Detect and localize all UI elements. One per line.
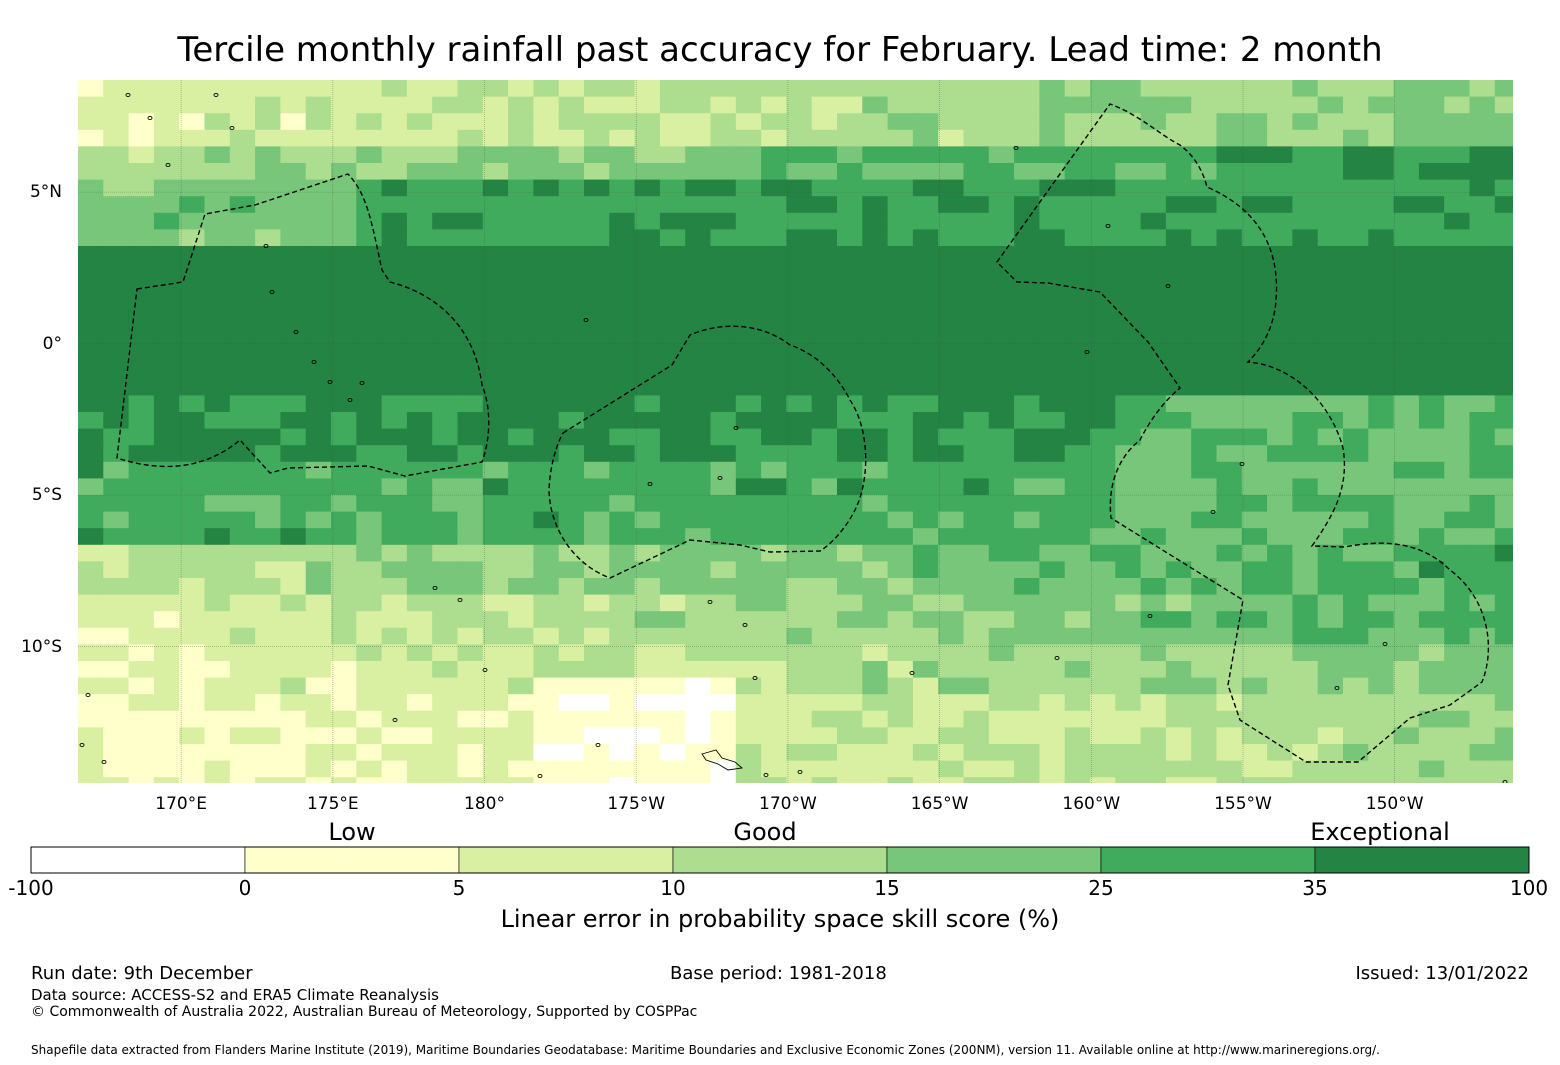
colorbar-label: Linear error in probability space skill … [500, 905, 1060, 933]
skill-score-grid [78, 80, 1513, 783]
island [752, 675, 758, 681]
shapefile-credit: Shapefile data extracted from Flanders M… [31, 1043, 1380, 1057]
island [707, 599, 713, 605]
colorbar-outline [30, 846, 1530, 874]
island [1013, 145, 1019, 151]
colorbar-tick-label: 10 [660, 876, 686, 900]
island [1239, 461, 1245, 467]
island-coastlines [79, 92, 1508, 783]
colorbar-bin [244, 846, 460, 874]
eez-boundary-west [116, 173, 490, 477]
island [359, 380, 365, 386]
colorbar-bin [886, 846, 1102, 874]
base-period: Base period: 1981-2018 [670, 963, 887, 984]
island [763, 772, 769, 778]
colorbar-bin [1100, 846, 1316, 874]
colorbar-tick-label: 0 [238, 876, 252, 900]
island [1210, 509, 1216, 515]
island [909, 670, 915, 676]
latitude-tick-label: 0° [42, 333, 62, 354]
island [269, 289, 275, 295]
colorbar-tick-label: 35 [1302, 876, 1328, 900]
island [229, 125, 235, 131]
island [147, 115, 153, 121]
run-date: Run date: 9th December [31, 963, 253, 984]
eez-boundary-east [996, 103, 1490, 763]
eez-boundaries [116, 103, 1490, 763]
colorbar-tick-label: 25 [1088, 876, 1114, 900]
latitude-tick-label: 10°S [21, 636, 62, 657]
colorbar-tick-label: -100 [8, 876, 54, 900]
longitude-tick-label: 170°E [155, 794, 207, 814]
latitude-tick-label: 5°S [31, 485, 62, 506]
island [1147, 613, 1153, 619]
longitude-tick-label: 155°W [1214, 794, 1272, 814]
island [733, 425, 739, 431]
island [537, 773, 543, 779]
copyright-notice: © Commonwealth of Australia 2022, Austra… [31, 1004, 698, 1020]
island [457, 597, 463, 603]
colorbar-bin [1314, 846, 1530, 874]
island [165, 162, 171, 168]
legend-category-low: Low [328, 818, 376, 846]
colorbar-tick-label: 100 [1509, 876, 1549, 900]
island [1165, 283, 1171, 289]
island [482, 667, 488, 673]
longitude-tick-label: 150°W [1365, 794, 1424, 814]
samoa-island [701, 749, 744, 771]
colorbar-tick-label: 5 [452, 876, 466, 900]
island [1334, 685, 1340, 691]
island [797, 769, 803, 775]
colorbar-bin [30, 846, 246, 874]
legend-category-good: Good [733, 818, 797, 846]
island [311, 359, 317, 365]
island [1502, 779, 1508, 783]
island [327, 379, 333, 385]
longitude-tick-label: 175°E [306, 794, 359, 814]
island [293, 329, 299, 335]
island [101, 759, 107, 765]
island [1105, 223, 1111, 229]
longitude-tick-label: 170°W [759, 794, 817, 814]
colorbar-bin [458, 846, 674, 874]
island [432, 585, 438, 591]
longitude-tick-label: 160°W [1062, 794, 1121, 814]
colorbar [30, 846, 1530, 874]
longitude-tick-label: 165°W [910, 794, 969, 814]
colorbar-tick-label: 15 [874, 876, 900, 900]
legend-category-exceptional: Exceptional [1310, 818, 1450, 846]
island [392, 717, 398, 723]
longitude-tick-label: 175°W [607, 794, 666, 814]
island [263, 243, 269, 249]
island [583, 317, 589, 323]
longitude-tick-label: 180° [464, 794, 506, 814]
island [125, 92, 131, 98]
issued-date: Issued: 13/01/2022 [1355, 963, 1529, 984]
island [595, 742, 601, 748]
colorbar-bin [672, 846, 888, 874]
island [213, 92, 219, 98]
eez-boundary-central [548, 325, 867, 579]
island [717, 475, 723, 481]
island [1054, 655, 1060, 661]
island [647, 481, 653, 487]
map-title: Tercile monthly rainfall past accuracy f… [177, 30, 1383, 70]
island [742, 622, 748, 628]
latitude-tick-label: 5°N [29, 182, 62, 203]
data-source: Data source: ACCESS-S2 and ERA5 Climate … [31, 986, 439, 1004]
island [79, 742, 85, 748]
island [1382, 641, 1388, 647]
island [1084, 349, 1090, 355]
island [85, 692, 91, 698]
island [347, 397, 353, 403]
